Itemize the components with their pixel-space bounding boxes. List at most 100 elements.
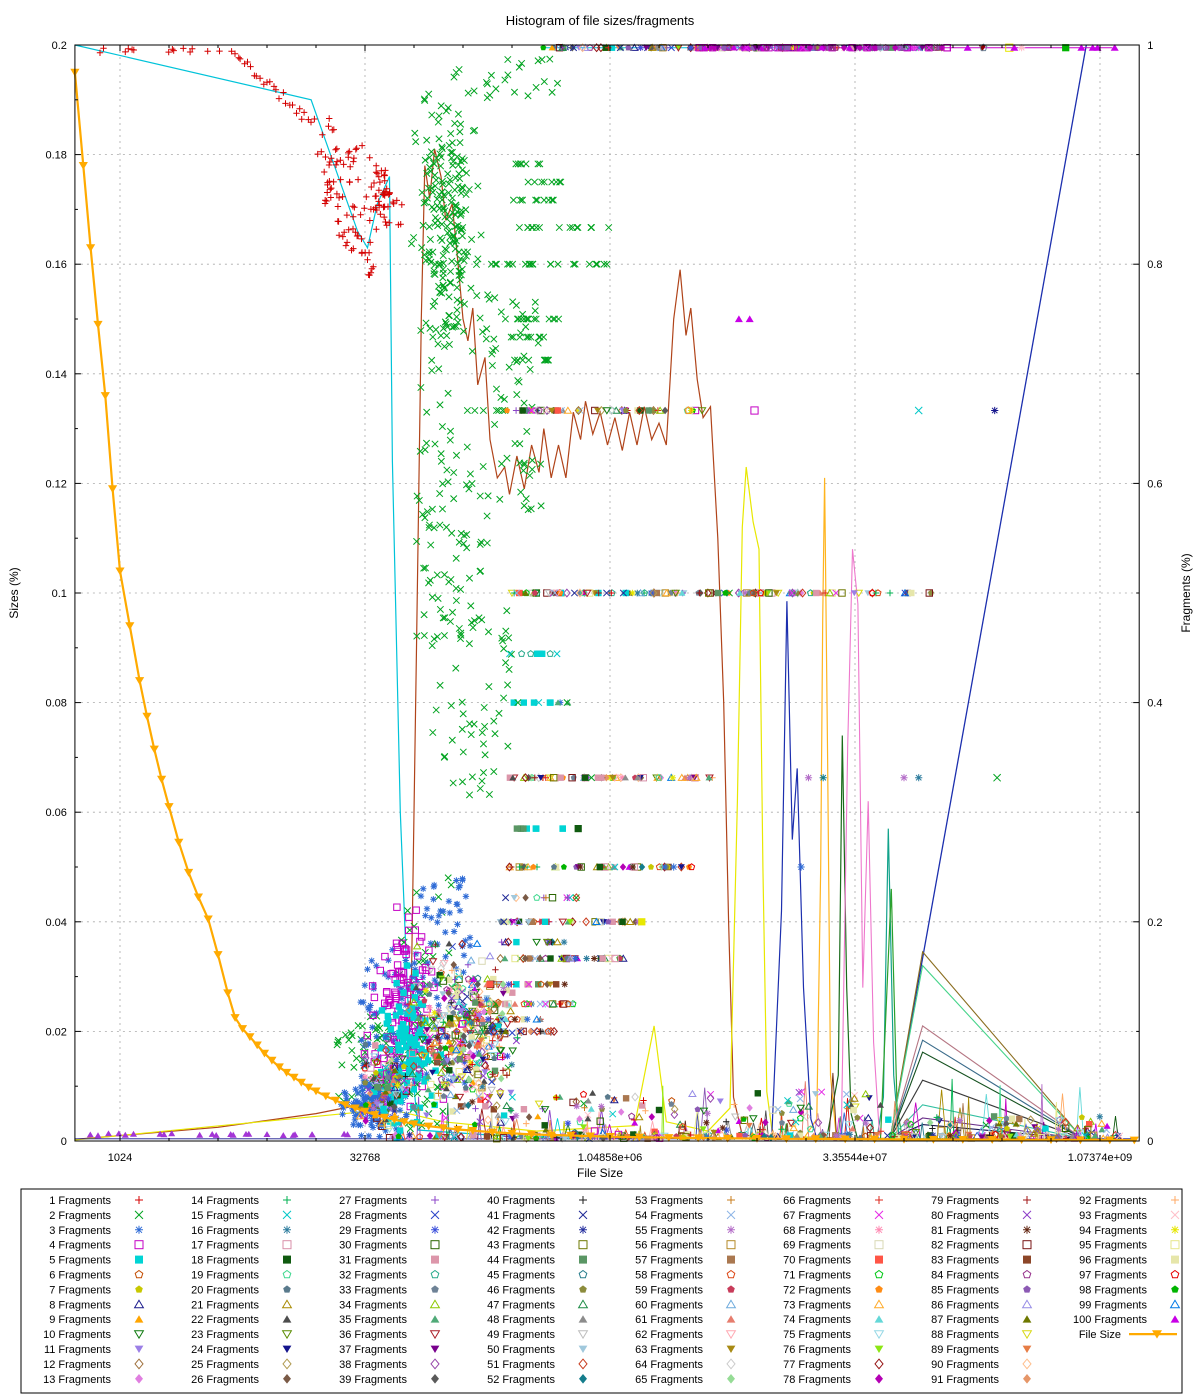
svg-text:77 Fragments: 77 Fragments [783, 1359, 851, 1371]
svg-text:61 Fragments: 61 Fragments [635, 1314, 703, 1326]
svg-text:1.07374e+09: 1.07374e+09 [1068, 1152, 1133, 1164]
svg-text:14 Fragments: 14 Fragments [191, 1195, 259, 1207]
svg-text:0: 0 [61, 1136, 67, 1148]
svg-text:44 Fragments: 44 Fragments [487, 1255, 555, 1267]
file-size-line [73, 72, 1135, 1142]
svg-text:12 Fragments: 12 Fragments [43, 1359, 111, 1371]
svg-text:32 Fragments: 32 Fragments [339, 1270, 407, 1282]
svg-text:18 Fragments: 18 Fragments [191, 1255, 259, 1267]
svg-text:0.2: 0.2 [52, 40, 67, 52]
svg-text:22 Fragments: 22 Fragments [191, 1314, 259, 1326]
svg-text:2 Fragments: 2 Fragments [49, 1210, 111, 1222]
svg-text:96 Fragments: 96 Fragments [1079, 1255, 1147, 1267]
svg-text:0.04: 0.04 [45, 917, 66, 929]
svg-text:0.6: 0.6 [1147, 478, 1162, 490]
svg-text:84 Fragments: 84 Fragments [931, 1270, 999, 1282]
fan-line-4 [889, 1039, 1084, 1140]
svg-text:15 Fragments: 15 Fragments [191, 1210, 259, 1222]
svg-text:78 Fragments: 78 Fragments [783, 1374, 851, 1386]
svg-text:8 Fragments: 8 Fragments [49, 1299, 111, 1311]
svg-text:65 Fragments: 65 Fragments [635, 1374, 703, 1386]
svg-text:1: 1 [1147, 40, 1153, 52]
svg-text:1024: 1024 [108, 1152, 132, 1164]
svg-text:85 Fragments: 85 Fragments [931, 1284, 999, 1296]
fan-line-6 [889, 1079, 1083, 1140]
svg-text:88 Fragments: 88 Fragments [931, 1329, 999, 1341]
svg-text:28 Fragments: 28 Fragments [339, 1210, 407, 1222]
svg-text:94 Fragments: 94 Fragments [1079, 1225, 1147, 1237]
navy-diagonal-line [889, 44, 1087, 1139]
svg-text:26 Fragments: 26 Fragments [191, 1374, 259, 1386]
fan-line-3 [889, 1025, 1084, 1140]
svg-text:33 Fragments: 33 Fragments [339, 1284, 407, 1296]
svg-text:66 Fragments: 66 Fragments [783, 1195, 851, 1207]
svg-text:31 Fragments: 31 Fragments [339, 1255, 407, 1267]
fan-line-1 [889, 950, 1084, 1140]
svg-text:90 Fragments: 90 Fragments [931, 1359, 999, 1371]
svg-text:34 Fragments: 34 Fragments [339, 1299, 407, 1311]
svg-text:92 Fragments: 92 Fragments [1079, 1195, 1147, 1207]
svg-text:72 Fragments: 72 Fragments [783, 1284, 851, 1296]
pink-line [840, 549, 881, 1136]
svg-text:58 Fragments: 58 Fragments [635, 1270, 703, 1282]
svg-text:4 Fragments: 4 Fragments [49, 1240, 111, 1252]
svg-text:6 Fragments: 6 Fragments [49, 1270, 111, 1282]
svg-text:52 Fragments: 52 Fragments [487, 1374, 555, 1386]
svg-text:82 Fragments: 82 Fragments [931, 1240, 999, 1252]
svg-text:40 Fragments: 40 Fragments [487, 1195, 555, 1207]
svg-text:0.12: 0.12 [45, 478, 66, 490]
svg-text:45 Fragments: 45 Fragments [487, 1270, 555, 1282]
svg-text:0.1: 0.1 [52, 588, 67, 600]
svg-text:13 Fragments: 13 Fragments [43, 1374, 111, 1386]
svg-text:0.06: 0.06 [45, 807, 66, 819]
svg-text:69 Fragments: 69 Fragments [783, 1240, 851, 1252]
svg-text:0.14: 0.14 [45, 369, 66, 381]
svg-text:93 Fragments: 93 Fragments [1079, 1210, 1147, 1222]
teal-spike-line [876, 828, 900, 1139]
svg-text:43 Fragments: 43 Fragments [487, 1240, 555, 1252]
plot-series [70, 43, 1139, 1145]
svg-text:16 Fragments: 16 Fragments [191, 1225, 259, 1237]
svg-text:0.02: 0.02 [45, 1026, 66, 1038]
svg-text:36 Fragments: 36 Fragments [339, 1329, 407, 1341]
svg-text:0.2: 0.2 [1147, 917, 1162, 929]
svg-text:35 Fragments: 35 Fragments [339, 1314, 407, 1326]
svg-text:9 Fragments: 9 Fragments [49, 1314, 111, 1326]
fan-line-7 [889, 1104, 1083, 1140]
yellow-series-line [74, 466, 1135, 1141]
darkgreen-spike-line [826, 735, 859, 1139]
svg-text:32768: 32768 [350, 1152, 381, 1164]
svg-text:62 Fragments: 62 Fragments [635, 1329, 703, 1341]
cyan-series-line [74, 44, 1135, 1141]
svg-text:86 Fragments: 86 Fragments [931, 1299, 999, 1311]
svg-text:24 Fragments: 24 Fragments [191, 1344, 259, 1356]
svg-text:27 Fragments: 27 Fragments [339, 1195, 407, 1207]
svg-text:76 Fragments: 76 Fragments [783, 1344, 851, 1356]
svg-text:49 Fragments: 49 Fragments [487, 1329, 555, 1341]
svg-text:100 Fragments: 100 Fragments [1073, 1314, 1147, 1326]
svg-text:0.4: 0.4 [1147, 698, 1162, 710]
svg-text:23 Fragments: 23 Fragments [191, 1329, 259, 1341]
svg-text:17 Fragments: 17 Fragments [191, 1240, 259, 1252]
svg-text:41 Fragments: 41 Fragments [487, 1210, 555, 1222]
svg-text:37 Fragments: 37 Fragments [339, 1344, 407, 1356]
brown-series-line [74, 148, 1135, 1141]
svg-text:0.8: 0.8 [1147, 259, 1162, 271]
svg-text:30 Fragments: 30 Fragments [339, 1240, 407, 1252]
svg-text:0: 0 [1147, 1136, 1153, 1148]
svg-text:5 Fragments: 5 Fragments [49, 1255, 111, 1267]
fan-line-2 [889, 964, 1084, 1140]
svg-text:10 Fragments: 10 Fragments [43, 1329, 111, 1341]
svg-text:50 Fragments: 50 Fragments [487, 1344, 555, 1356]
svg-text:64 Fragments: 64 Fragments [635, 1359, 703, 1371]
x-axis-label: File Size [576, 1166, 623, 1180]
svg-text:1.04858e+06: 1.04858e+06 [578, 1152, 643, 1164]
svg-text:1 Fragments: 1 Fragments [49, 1195, 111, 1207]
svg-text:70 Fragments: 70 Fragments [783, 1255, 851, 1267]
chart-title: Histogram of file sizes/fragments [505, 13, 695, 28]
svg-text:7 Fragments: 7 Fragments [49, 1284, 111, 1296]
plot-axes: 1024 32768 1.04858e+06 3.35544e+07 1.07374e+… [45, 40, 1162, 1164]
svg-text:File Size: File Size [1079, 1329, 1121, 1341]
gold-spike-line [803, 477, 905, 1140]
